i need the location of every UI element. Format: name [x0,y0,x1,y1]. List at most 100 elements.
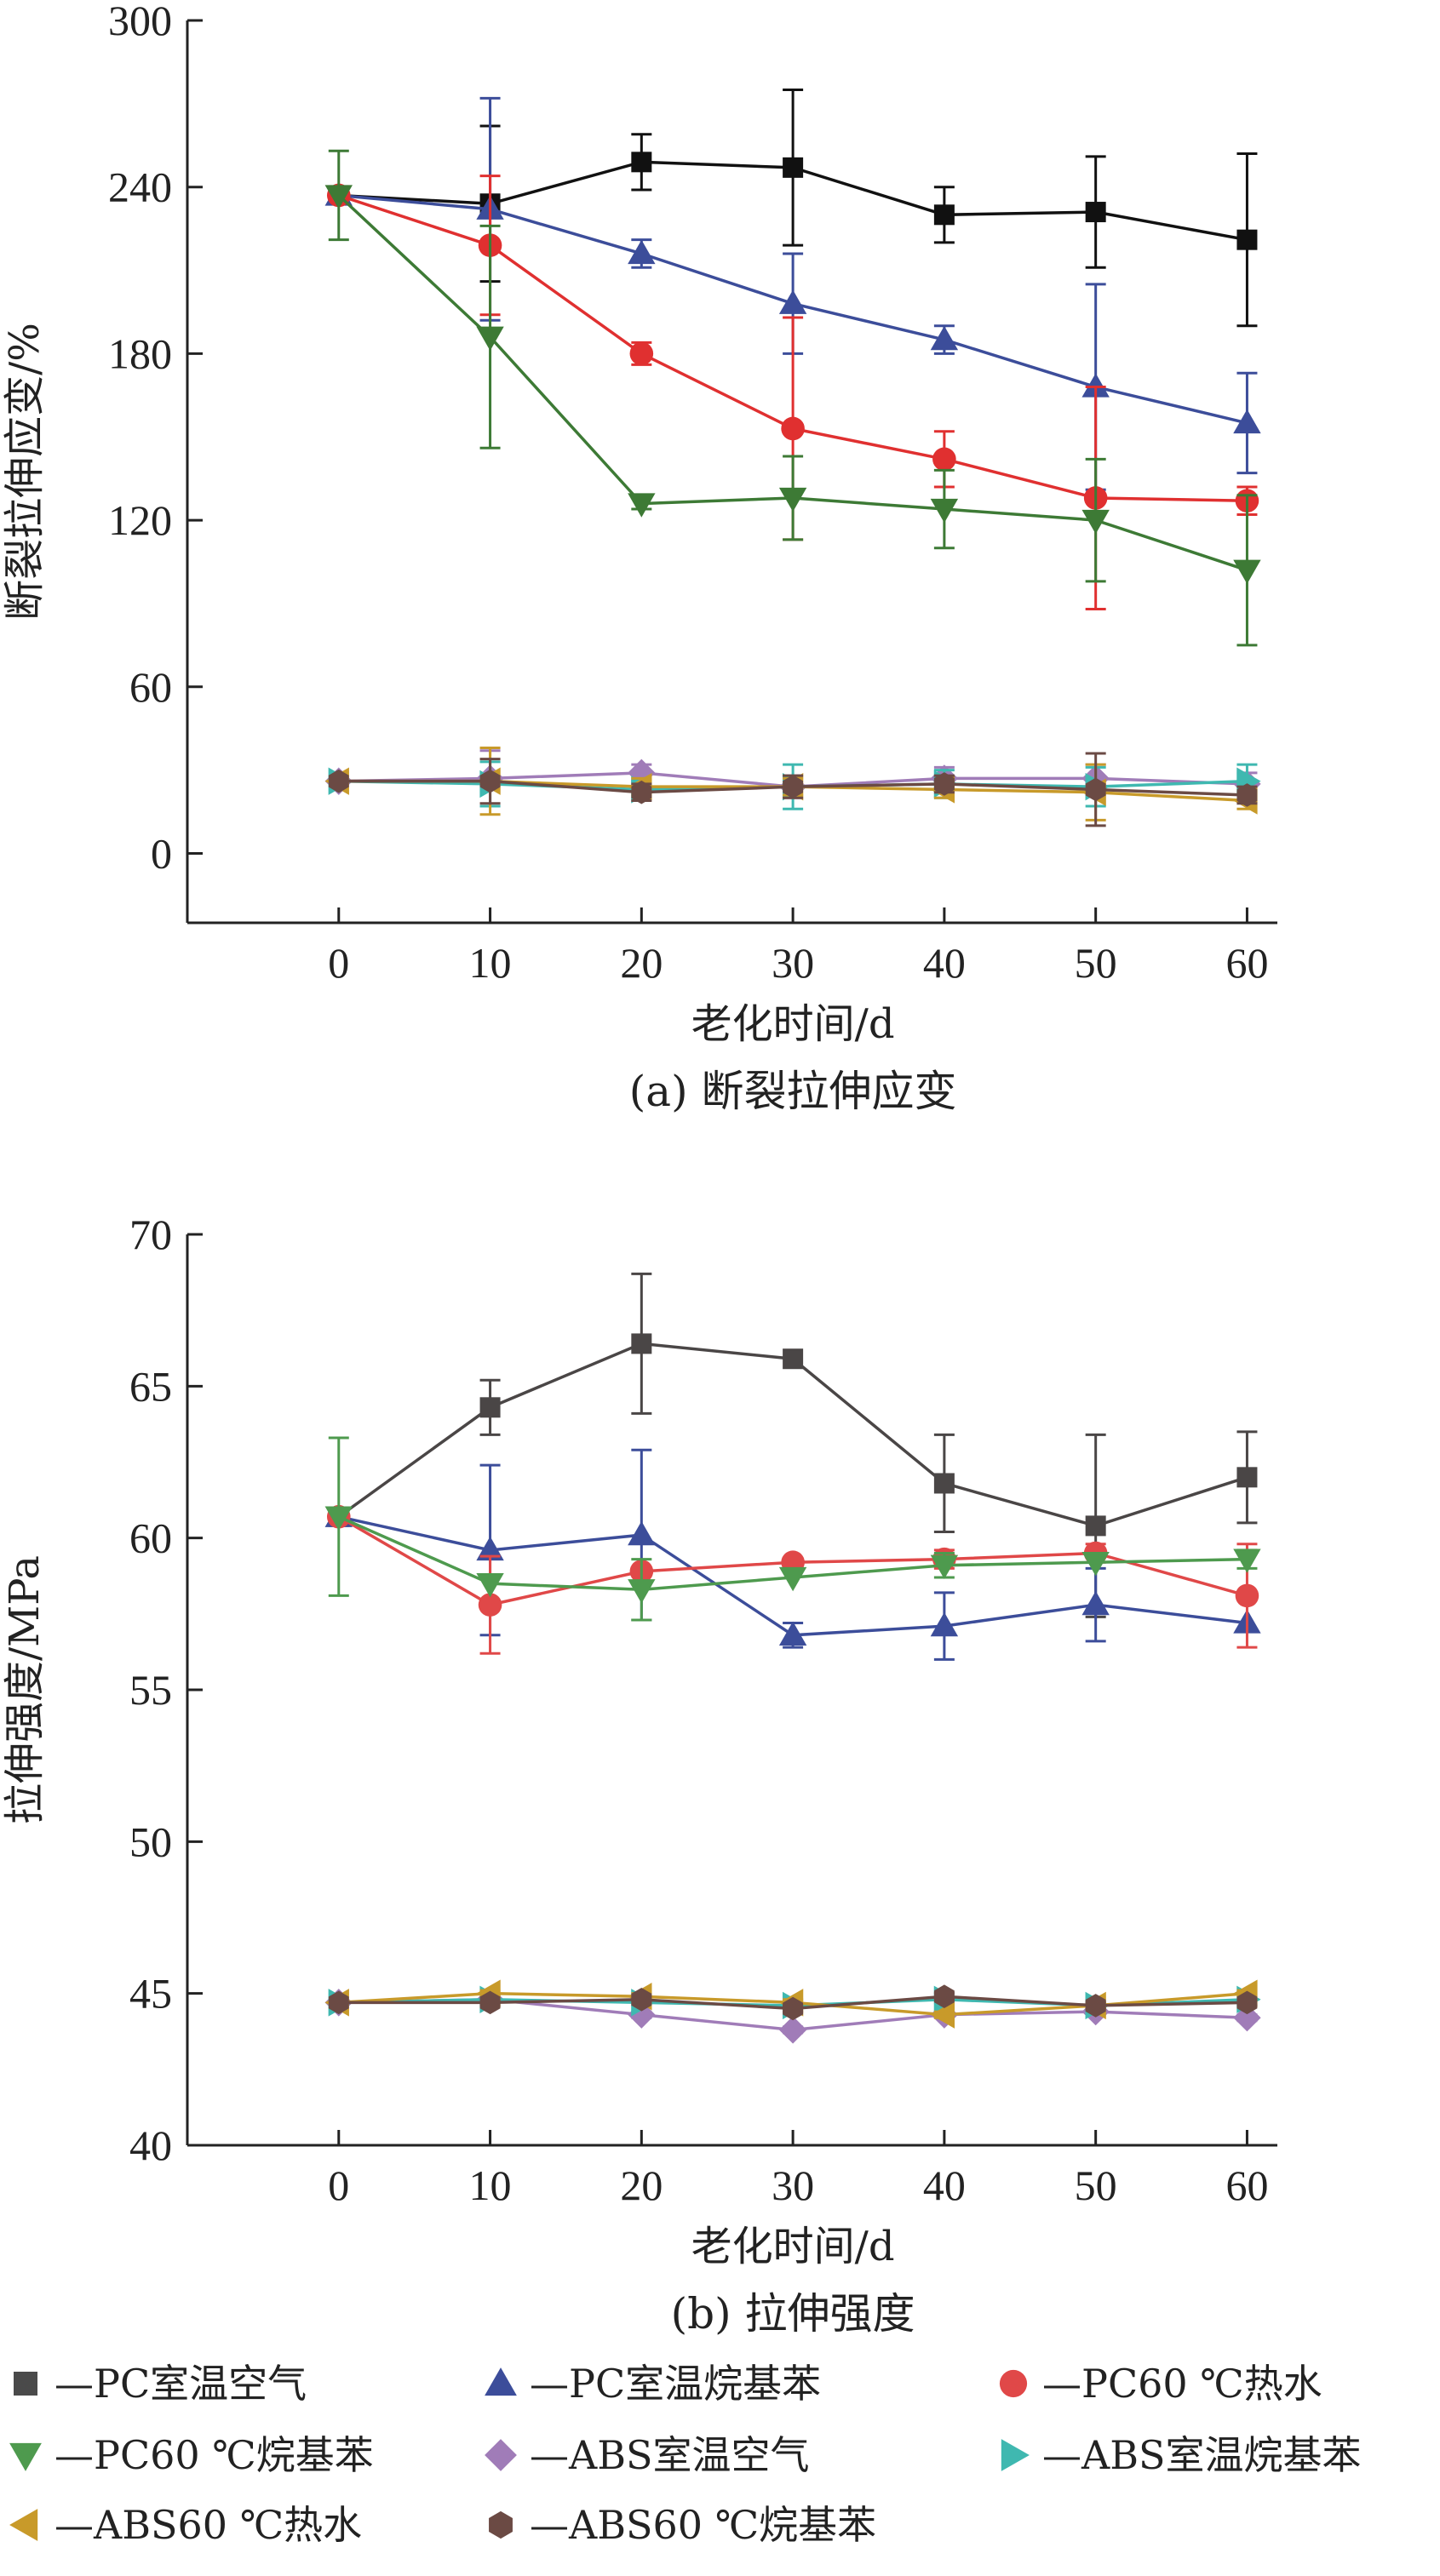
x-tick-label: 10 [469,2161,512,2209]
legend-marker [489,2510,513,2539]
legend-label: —ABS室温空气 [530,2432,810,2478]
x-tick-label: 50 [1075,2161,1117,2209]
data-point [324,1506,353,1531]
data-point [933,1984,955,2009]
y-tick-label: 65 [129,1362,172,1410]
data-point [324,185,353,209]
data-point [1085,1994,1106,2018]
data-point [479,1990,501,2015]
data-point [479,1397,501,1418]
x-tick-label: 60 [1225,939,1268,987]
data-point [631,152,652,173]
series-3 [324,149,1261,647]
legend-marker [9,2509,38,2541]
legend-marker [14,2372,37,2396]
data-point [933,1473,955,1494]
data-point [1236,783,1258,807]
data-point [933,204,955,226]
y-tick-label: 300 [108,0,172,44]
data-point [476,1573,504,1598]
legend-item-4: —ABS室温空气 [485,2432,810,2478]
x-tick-label: 20 [620,2161,663,2209]
data-point [783,157,804,178]
data-point [778,289,807,314]
strength-chart: 40 45 50 55 60 65 70 0 10 20 30 40 50 60 老化时间/d (b) 拉伸强… [1,1211,1277,2338]
legend-marker [1001,2439,1030,2471]
legend-label: —ABS室温烷基苯 [1042,2432,1362,2478]
x-tick-label: 40 [923,2161,966,2209]
data-point [476,326,504,352]
data-point [628,1520,656,1546]
data-point [1236,1467,1258,1488]
y-axis-label: 拉伸强度/MPa [1,1555,49,1824]
legend-marker [999,2369,1028,2398]
legend-item-0: —PC室温空气 [14,2361,307,2407]
data-point [1233,1548,1261,1573]
data-point [778,1621,807,1646]
y-tick-label: 120 [108,496,172,544]
legend-item-6: —ABS60 ℃热水 [9,2502,362,2548]
legend-item-2: —PC60 ℃热水 [999,2361,1322,2407]
legend-marker [9,2442,42,2471]
x-tick-label: 40 [923,939,966,987]
data-point [478,1593,502,1617]
strain-chart: 0 60 120 180 240 300 0 10 20 30 40 50 60 老化时间/d (a) 断裂… [1,0,1277,1116]
data-point [783,1348,804,1370]
data-point [778,487,807,512]
y-tick-label: 0 [151,829,172,877]
data-point [1233,559,1261,584]
legend-label: —PC室温空气 [55,2361,307,2407]
legend-item-7: —ABS60 ℃烷基苯 [489,2502,876,2548]
data-point [932,447,956,472]
data-point [1081,509,1110,535]
legend-label: —ABS60 ℃热水 [55,2502,362,2548]
x-tick-label: 50 [1075,939,1117,987]
x-tick-label: 10 [469,939,512,987]
data-point [628,2001,656,2029]
y-tick-label: 60 [129,1514,172,1562]
data-point [1085,202,1106,223]
data-point [479,769,501,793]
data-point [783,1996,804,2021]
legend-item-3: —PC60 ℃烷基苯 [9,2432,374,2478]
data-point [628,493,656,518]
legend-label: —ABS60 ℃烷基苯 [530,2502,876,2548]
series-line [337,1342,1248,1528]
data-point [1236,229,1258,250]
y-tick-label: 40 [129,2121,172,2169]
data-point [1081,1590,1110,1616]
x-axis-label: 老化时间/d [691,2223,895,2270]
data-point [1235,1583,1259,1608]
x-tick-label: 60 [1225,2161,1268,2209]
y-tick-label: 45 [129,1970,172,2018]
data-point [1085,1515,1106,1537]
data-point [1081,373,1110,398]
x-tick-label: 30 [772,939,814,987]
x-tick-label: 0 [328,939,349,987]
legend-item-5: —ABS室温烷基苯 [1001,2432,1362,2478]
chart-caption: (b) 拉伸强度 [671,2289,915,2338]
legend-label: —PC室温烷基苯 [530,2361,821,2407]
data-point [476,1536,504,1561]
data-point [930,1554,959,1579]
legend-label: —PC60 ℃烷基苯 [55,2432,374,2478]
data-point [930,1611,959,1637]
data-point [933,772,955,796]
data-point [1236,1990,1258,2015]
data-point [628,239,656,265]
x-tick-label: 30 [772,2161,814,2209]
data-point [783,775,804,799]
data-point [781,416,805,441]
data-point [628,1579,656,1604]
series-3 [324,1436,1261,1622]
y-tick-label: 70 [129,1211,172,1258]
y-tick-label: 180 [108,329,172,377]
data-point [930,498,959,524]
data-point [1081,1552,1110,1577]
data-point [631,780,652,804]
y-tick-label: 60 [129,663,172,711]
series-7 [328,752,1258,827]
legend-label: —PC60 ℃热水 [1042,2361,1322,2407]
x-axis-label: 老化时间/d [691,1000,895,1048]
